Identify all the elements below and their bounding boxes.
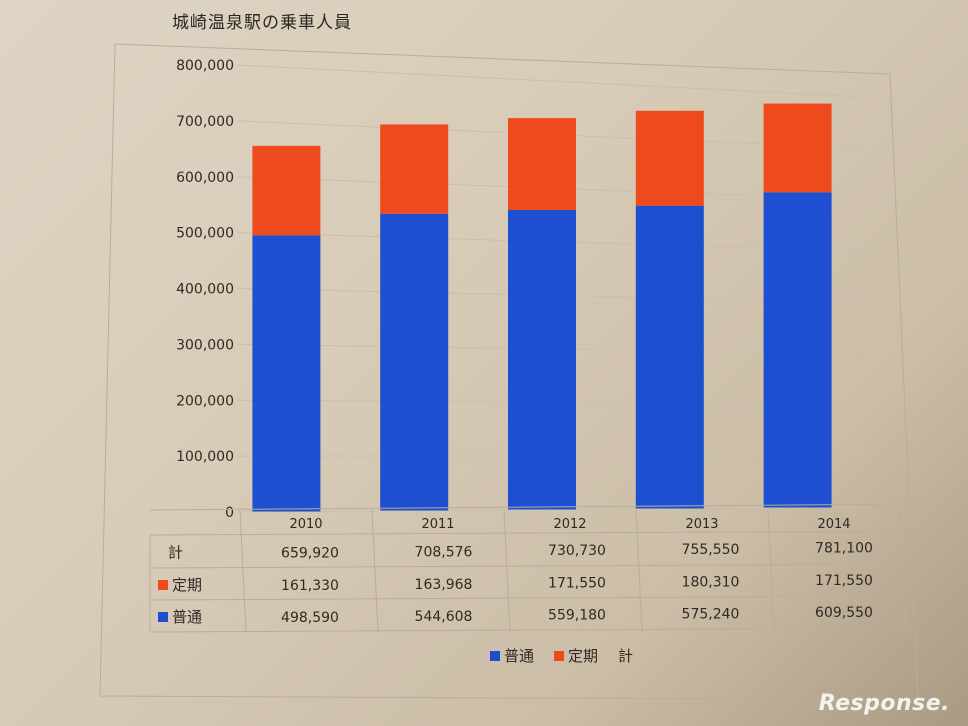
y-tick-label: 600,000 — [176, 170, 234, 186]
table-cell: 575,240 — [682, 606, 740, 622]
table-line — [635, 509, 643, 633]
x-tick-label: 2014 — [817, 517, 850, 532]
bar-普通-2012 — [508, 209, 576, 510]
bar-定期-2010 — [252, 145, 321, 236]
y-tick-label: 300,000 — [176, 337, 234, 353]
watermark-logo: Response. — [818, 691, 950, 716]
y-tick-label: 500,000 — [176, 226, 234, 242]
gridline — [237, 64, 863, 98]
table-cell: 659,920 — [281, 546, 339, 562]
legend-swatch-定期 — [554, 651, 564, 661]
table-cell: 161,330 — [281, 578, 339, 594]
row-label: 普通 — [172, 608, 202, 626]
bar-定期-2012 — [508, 118, 576, 210]
table-cell: 163,968 — [415, 577, 473, 593]
y-tick-label: 200,000 — [176, 393, 234, 409]
bar-定期-2013 — [635, 110, 704, 206]
legend-key-定期 — [158, 580, 168, 590]
table-cell: 781,100 — [815, 541, 873, 557]
bar-普通-2014 — [763, 192, 832, 508]
table-cell: 609,550 — [815, 605, 873, 621]
legend-label: 定期 — [568, 647, 598, 665]
table-line — [149, 503, 921, 511]
table-cell: 171,550 — [815, 573, 873, 589]
bar-普通-2011 — [380, 213, 449, 511]
table-cell: 755,550 — [682, 542, 740, 558]
chart-frame — [99, 43, 919, 701]
table-line — [149, 595, 921, 601]
y-tick-label: 700,000 — [176, 114, 234, 130]
legend-label: 普通 — [504, 647, 534, 665]
table-cell: 498,590 — [281, 610, 339, 626]
row-label: 定期 — [172, 576, 202, 594]
legend-label: 計 — [618, 647, 633, 665]
y-tick-label: 0 — [225, 505, 234, 521]
table-cell: 180,310 — [682, 574, 740, 590]
y-tick-label: 100,000 — [176, 449, 234, 465]
x-tick-label: 2011 — [421, 517, 454, 532]
y-tick-label: 800,000 — [176, 58, 234, 74]
x-tick-label: 2010 — [289, 517, 322, 532]
table-line — [503, 509, 511, 633]
table-cell: 730,730 — [548, 543, 606, 559]
bar-定期-2014 — [763, 103, 832, 193]
table-cell: 544,608 — [415, 609, 473, 625]
row-label: 計 — [168, 544, 183, 562]
x-tick-label: 2013 — [685, 517, 718, 532]
chart-title: 城崎温泉駅の乗車人員 — [172, 13, 352, 33]
table-line — [149, 563, 921, 569]
y-tick-label: 400,000 — [176, 282, 234, 298]
legend-swatch-普通 — [490, 651, 500, 661]
table-cell: 559,180 — [548, 608, 606, 624]
legend-key-普通 — [158, 612, 168, 622]
table-line — [149, 530, 921, 536]
table-line — [371, 509, 379, 633]
table-line — [899, 509, 907, 633]
table-line — [149, 627, 921, 633]
table-cell: 708,576 — [415, 544, 473, 560]
table-cell: 171,550 — [548, 576, 606, 592]
bar-定期-2011 — [380, 124, 449, 214]
bar-普通-2013 — [635, 205, 704, 509]
bar-普通-2010 — [252, 235, 321, 512]
table-line — [767, 509, 775, 633]
table-line — [239, 509, 247, 633]
x-tick-label: 2012 — [553, 517, 586, 532]
